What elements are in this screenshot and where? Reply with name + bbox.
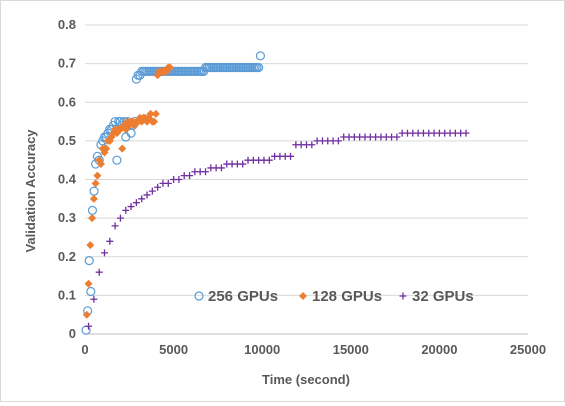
series-32-gpus [85,129,470,330]
data-point [308,141,316,149]
data-point [86,241,95,250]
y-tick-label: 0.8 [58,17,76,32]
data-point [138,195,146,203]
data-point [146,109,155,118]
x-tick-label: 15000 [333,342,369,357]
data-point [462,129,470,137]
y-tick-label: 0.5 [58,133,76,148]
data-point [89,186,99,196]
data-point [265,156,273,164]
data-point [151,109,160,118]
data-point [116,214,124,222]
data-point [106,237,114,245]
data-point [121,125,130,134]
data-point [118,144,127,153]
data-point [111,222,119,230]
x-tick-label: 10000 [244,342,280,357]
y-tick-label: 0.1 [58,287,76,302]
data-point [334,137,342,145]
y-tick-label: 0.6 [58,94,76,109]
tick-labels: 0 0.1 0.2 0.3 0.4 0.5 0.6 0.7 0.8 0 5000 10000 15000… [58,17,546,357]
data-point [186,172,194,180]
data-point [116,125,125,134]
y-tick-label: 0.3 [58,210,76,225]
data-point [88,214,97,223]
x-tick-label: 20000 [421,342,457,357]
legend-label: 32 GPUs [412,288,474,305]
data-point [166,63,175,72]
data-point [164,179,172,187]
series-128-gpus [82,63,175,319]
data-point [86,286,96,297]
x-tick-label: 0 [81,342,88,357]
data-points [81,51,470,335]
data-point [255,51,266,61]
legend-label: 128 GPUs [312,288,382,305]
data-point [89,194,98,203]
data-point [239,160,247,168]
data-point [84,256,94,266]
data-point [150,117,159,126]
data-point [102,144,111,153]
data-point [143,191,151,199]
y-tick-label: 0.2 [58,249,76,264]
data-point [84,279,93,288]
data-point [112,155,122,165]
data-point [85,322,93,330]
data-point [90,295,98,303]
legend-item: 256 GPUs [194,288,278,305]
data-point [154,183,162,191]
data-point [148,187,156,195]
data-point [95,268,103,276]
y-tick-label: 0.7 [58,56,76,71]
y-tick-label: 0.4 [58,172,77,187]
y-axis-title: Validation Accuracy [23,129,38,253]
data-point [175,176,183,183]
data-point [100,249,108,257]
data-point [122,206,130,214]
legend-marker [299,292,307,300]
gridlines [85,24,528,296]
data-point [91,179,100,188]
data-point [87,205,98,215]
data-point [132,199,140,207]
data-point [201,168,209,176]
data-point [93,171,102,180]
x-axis-title: Time (second) [262,372,350,387]
y-tick-label: 0 [69,326,76,341]
data-point [96,160,105,169]
data-point [254,62,264,73]
data-point [217,164,225,172]
legend-item: 128 GPUs [299,288,382,305]
data-point [393,133,401,141]
data-point [287,152,295,160]
legend: 256 GPUs 128 GPUs 32 GPUs [194,288,474,305]
x-tick-label: 5000 [159,342,188,357]
x-tick-label: 25000 [510,342,546,357]
data-point [121,132,131,142]
legend-marker [399,292,407,300]
legend-label: 256 GPUs [208,288,278,305]
data-point [82,310,91,319]
data-point [127,203,135,211]
legend-item: 32 GPUs [399,288,474,305]
legend-marker [194,291,204,301]
